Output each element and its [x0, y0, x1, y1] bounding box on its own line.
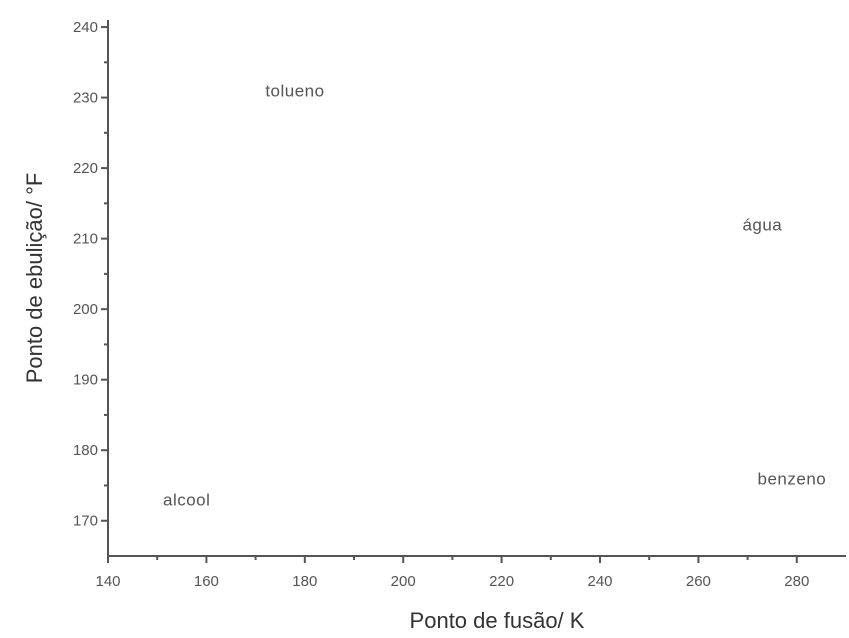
x-tick-label: 200: [391, 573, 416, 590]
y-tick-label: 220: [73, 160, 98, 177]
x-axis-title: Ponto de fusão/ K: [410, 608, 585, 633]
x-tick-label: 280: [784, 573, 809, 590]
data-point-label: água: [742, 216, 782, 235]
y-tick-label: 180: [73, 442, 98, 459]
data-points: alcool tolueno água benzeno: [163, 82, 826, 510]
x-tick-label: 180: [292, 573, 317, 590]
x-tick-label: 260: [686, 573, 711, 590]
axes: [107, 20, 846, 557]
y-tick-label: 210: [73, 231, 98, 248]
data-point-label: tolueno: [265, 82, 324, 101]
x-axis-ticks: 140 160 180 200 220 240 260 280: [95, 556, 809, 590]
y-axis-ticks: 170 180 190 200 210 220 230 240: [73, 19, 108, 530]
x-tick-label: 140: [95, 573, 120, 590]
data-point-label: benzeno: [758, 469, 827, 488]
data-point-label: alcool: [163, 491, 210, 510]
y-axis-title: Ponto de ebulição/ °F: [22, 173, 47, 384]
y-tick-label: 190: [73, 372, 98, 389]
x-tick-label: 160: [194, 573, 219, 590]
y-tick-label: 170: [73, 513, 98, 530]
x-tick-label: 220: [489, 573, 514, 590]
x-tick-label: 240: [587, 573, 612, 590]
y-tick-label: 240: [73, 19, 98, 36]
y-tick-label: 230: [73, 90, 98, 107]
y-tick-label: 200: [73, 301, 98, 318]
